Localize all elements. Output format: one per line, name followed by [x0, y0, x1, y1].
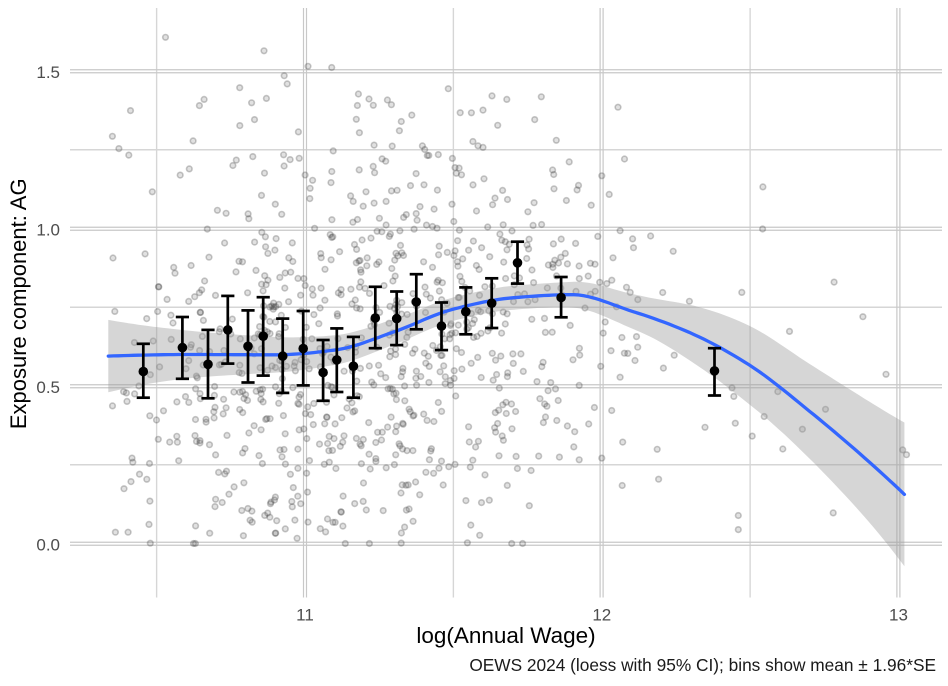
svg-text:log(Annual Wage): log(Annual Wage) [416, 623, 595, 648]
svg-text:11: 11 [296, 606, 314, 625]
svg-text:1.5: 1.5 [36, 63, 60, 82]
svg-text:0.0: 0.0 [36, 535, 60, 554]
svg-text:0.5: 0.5 [36, 378, 60, 397]
svg-text:1.0: 1.0 [36, 220, 60, 239]
svg-text:Exposure component: AG: Exposure component: AG [6, 178, 31, 429]
svg-text:12: 12 [592, 606, 611, 625]
svg-text:OEWS 2024 (loess with 95% CI);: OEWS 2024 (loess with 95% CI); bins show… [469, 655, 936, 675]
svg-text:13: 13 [889, 606, 908, 625]
